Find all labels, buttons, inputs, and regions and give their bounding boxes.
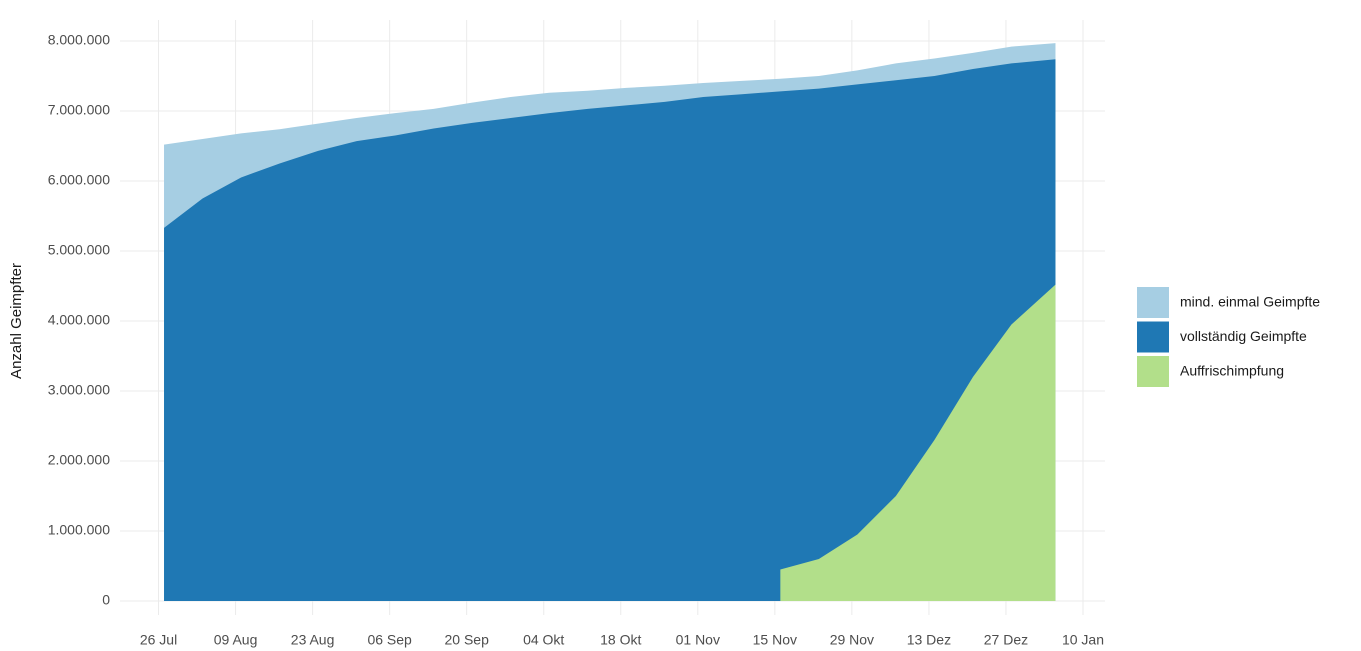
area	[164, 59, 1056, 601]
y-tick-label: 5.000.000	[48, 242, 110, 258]
y-tick-label: 2.000.000	[48, 452, 110, 468]
x-tick-label: 26 Jul	[140, 632, 177, 648]
x-tick-label: 10 Jan	[1062, 632, 1104, 648]
x-tick-label: 01 Nov	[676, 632, 720, 648]
x-tick-label: 06 Sep	[367, 632, 412, 648]
x-tick-label: 15 Nov	[753, 632, 797, 648]
legend-swatch	[1137, 287, 1169, 318]
legend-label: mind. einmal Geimpfte	[1180, 294, 1320, 310]
x-tick-label: 27 Dez	[984, 632, 1028, 648]
x-tick-label: 29 Nov	[830, 632, 874, 648]
area	[780, 284, 1056, 601]
legend: mind. einmal Geimpfte vollständig Geimpft…	[1137, 287, 1320, 387]
y-tick-label: 8.000.000	[48, 32, 110, 48]
y-tick-label: 1.000.000	[48, 522, 110, 538]
y-tick-label: 4.000.000	[48, 312, 110, 328]
x-tick-label: 23 Aug	[291, 632, 335, 648]
x-tick-label: 04 Okt	[523, 632, 564, 648]
y-tick-label: 7.000.000	[48, 102, 110, 118]
legend-swatch	[1137, 321, 1169, 353]
y-tick-label: 6.000.000	[48, 172, 110, 188]
x-tick-label: 09 Aug	[214, 632, 258, 648]
x-tick-label: 13 Dez	[907, 632, 951, 648]
x-tick-label: 18 Okt	[600, 632, 641, 648]
y-tick-label: 3.000.000	[48, 382, 110, 398]
y-tick-label: 0	[102, 592, 110, 608]
legend-swatch	[1137, 356, 1169, 387]
legend-label: vollständig Geimpfte	[1180, 328, 1307, 344]
legend-label: Auffrischimpfung	[1180, 363, 1284, 379]
x-tick-label: 20 Sep	[444, 632, 489, 648]
y-axis-title: Anzahl Geimpfter	[8, 263, 25, 379]
